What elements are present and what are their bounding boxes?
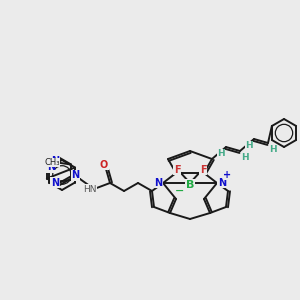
Text: N: N	[154, 178, 162, 188]
Text: −: −	[175, 186, 185, 196]
Text: O: O	[100, 160, 108, 170]
Text: B: B	[186, 180, 194, 190]
Text: H: H	[245, 142, 253, 151]
Text: N: N	[51, 155, 59, 166]
Text: N: N	[51, 178, 59, 188]
Text: N: N	[71, 170, 79, 181]
Text: CH₃: CH₃	[44, 158, 60, 167]
Text: HN: HN	[83, 184, 97, 194]
Text: H: H	[217, 149, 225, 158]
Text: +: +	[223, 170, 231, 180]
Text: N: N	[218, 178, 226, 188]
Text: F: F	[200, 165, 206, 175]
Text: N: N	[47, 163, 55, 172]
Text: H: H	[269, 146, 277, 154]
Text: F: F	[174, 165, 180, 175]
Text: H: H	[241, 154, 249, 163]
